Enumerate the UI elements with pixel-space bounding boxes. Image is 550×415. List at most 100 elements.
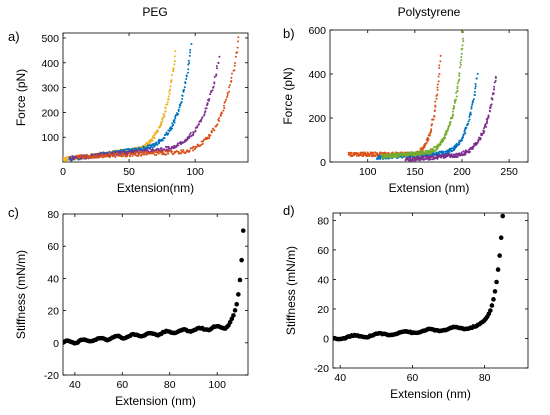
- y-tick-label: 40: [47, 273, 59, 285]
- data-point: [95, 155, 98, 158]
- data-point: [485, 120, 488, 123]
- data-point: [239, 257, 244, 263]
- data-point: [179, 104, 182, 107]
- data-point: [168, 92, 171, 95]
- data-point: [142, 151, 145, 154]
- data-point: [236, 292, 241, 297]
- data-point: [376, 152, 379, 155]
- data-point: [436, 86, 439, 89]
- data-point: [437, 75, 440, 78]
- data-point: [462, 40, 465, 43]
- y-tick-label: 0: [323, 333, 329, 345]
- data-point: [449, 121, 452, 123]
- data-point: [218, 55, 221, 58]
- data-point: [379, 158, 382, 161]
- y-tick-label: 400: [308, 69, 326, 81]
- data-point: [137, 153, 140, 156]
- data-point: [237, 36, 240, 39]
- data-point: [150, 145, 153, 148]
- data-point: [187, 63, 190, 66]
- data-point: [460, 151, 463, 154]
- data-point: [175, 145, 178, 148]
- y-tick-label: -20: [44, 370, 59, 382]
- data-point: [455, 152, 458, 155]
- data-series: [63, 228, 246, 346]
- data-series: [347, 54, 442, 158]
- data-point: [468, 115, 471, 118]
- data-point: [180, 152, 183, 155]
- data-point: [473, 91, 476, 93]
- y-axis-label: Force (pN): [281, 67, 295, 124]
- data-point: [135, 151, 138, 154]
- data-point: [173, 121, 176, 124]
- y-tick-label: 80: [47, 209, 59, 221]
- data-point: [233, 69, 236, 72]
- data-point: [491, 97, 494, 100]
- data-series: [404, 75, 497, 162]
- data-point: [424, 144, 427, 147]
- data-point: [462, 37, 465, 40]
- data-point: [151, 144, 154, 147]
- data-point: [493, 88, 496, 91]
- data-point: [163, 137, 166, 140]
- data-point: [436, 88, 439, 91]
- data-series: [376, 72, 479, 161]
- data-point: [471, 100, 474, 103]
- panel-label: b): [283, 26, 295, 41]
- data-point: [148, 147, 151, 150]
- data-point: [466, 122, 469, 125]
- x-tick-label: 60: [407, 372, 419, 384]
- data-point: [204, 110, 207, 113]
- data-point: [187, 68, 190, 71]
- data-point: [431, 123, 434, 126]
- data-point: [160, 146, 163, 149]
- data-layer: [347, 30, 497, 162]
- data-point: [161, 138, 164, 141]
- data-point: [118, 150, 121, 153]
- data-point: [192, 145, 195, 148]
- data-point: [180, 149, 183, 152]
- data-point: [138, 146, 141, 149]
- data-series: [63, 50, 177, 162]
- x-tick-label: 100: [359, 166, 377, 178]
- data-point: [157, 152, 160, 155]
- data-point: [436, 147, 439, 150]
- panel-label: d): [283, 203, 295, 218]
- data-point: [197, 123, 200, 126]
- data-point: [442, 150, 445, 153]
- data-point: [167, 132, 170, 135]
- data-point: [447, 128, 450, 131]
- data-point: [73, 156, 76, 159]
- data-point: [463, 129, 466, 132]
- data-point: [131, 147, 134, 150]
- data-point: [168, 90, 171, 93]
- data-point: [401, 155, 404, 158]
- data-point: [455, 95, 458, 98]
- y-tick-label: 20: [317, 304, 329, 316]
- data-point: [161, 151, 164, 154]
- data-point: [177, 110, 180, 113]
- data-point: [129, 155, 132, 158]
- data-point: [131, 154, 134, 157]
- data-point: [488, 308, 493, 313]
- data-point: [154, 143, 157, 146]
- data-point: [121, 155, 124, 158]
- data-point: [196, 126, 199, 129]
- data-point: [167, 149, 170, 152]
- data-series: [333, 213, 506, 342]
- data-point: [234, 302, 239, 307]
- data-point: [228, 86, 231, 89]
- data-point: [476, 72, 479, 75]
- data-point: [476, 141, 479, 144]
- data-point: [124, 148, 127, 151]
- data-point: [199, 120, 202, 123]
- data-point: [175, 150, 178, 153]
- data-point: [460, 59, 463, 62]
- data-point: [144, 150, 147, 153]
- y-tick-label: 60: [47, 241, 59, 253]
- data-point: [192, 131, 195, 134]
- data-point: [167, 152, 170, 155]
- data-point: [194, 129, 197, 132]
- data-point: [201, 142, 204, 145]
- data-point: [362, 155, 365, 158]
